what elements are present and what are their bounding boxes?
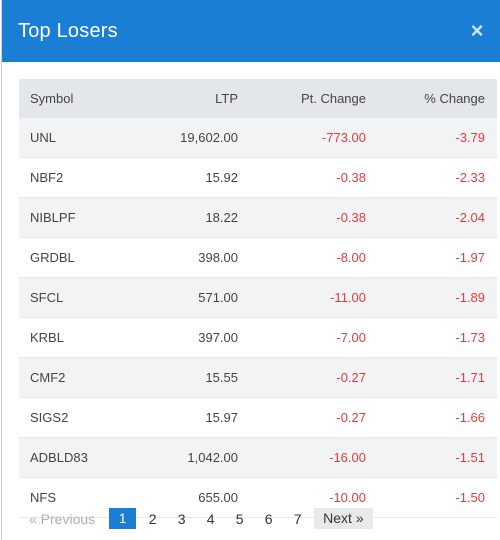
page-3-button[interactable]: 3 — [177, 510, 186, 527]
cell-pt-change: -16.00 — [238, 437, 366, 478]
cell-pt-change: -0.38 — [238, 157, 366, 198]
cell-symbol: UNL — [19, 118, 140, 158]
cell-pct-change: -3.79 — [366, 118, 497, 158]
table-row[interactable]: NIBLPF 18.22 -0.38 -2.04 — [19, 197, 497, 238]
cell-ltp: 1,042.00 — [140, 437, 238, 478]
cell-ltp: 15.92 — [140, 157, 238, 198]
page-5-button[interactable]: 5 — [235, 510, 244, 527]
cell-pct-change: -1.50 — [366, 477, 497, 518]
cell-ltp: 15.97 — [140, 397, 238, 438]
cell-symbol: SFCL — [19, 277, 140, 318]
cell-symbol: KRBL — [19, 317, 140, 358]
cell-ltp: 571.00 — [140, 277, 238, 318]
cell-ltp: 397.00 — [140, 317, 238, 358]
cell-symbol: NBF2 — [19, 157, 140, 198]
cell-pct-change: -1.97 — [366, 237, 497, 278]
cell-pct-change: -1.73 — [366, 317, 497, 358]
column-header-symbol[interactable]: Symbol — [30, 91, 74, 106]
table-row[interactable]: CMF2 15.55 -0.27 -1.71 — [19, 357, 497, 398]
losers-table: Symbol LTP Pt. Change % Change UNL 19,60… — [19, 79, 497, 518]
cell-pct-change: -1.66 — [366, 397, 497, 438]
table-row[interactable]: GRDBL 398.00 -8.00 -1.97 — [19, 237, 497, 278]
cell-pt-change: -8.00 — [238, 237, 366, 278]
cell-symbol: NIBLPF — [19, 197, 140, 238]
cell-symbol: SIGS2 — [19, 397, 140, 438]
page-1-button[interactable]: 1 — [109, 508, 137, 529]
modal-title: Top Losers — [18, 19, 118, 42]
page-4-button[interactable]: 4 — [206, 510, 215, 527]
previous-page-button[interactable]: « Previous — [29, 510, 96, 527]
pagination: « Previous 1 2 3 4 5 6 7 Next » — [29, 508, 373, 529]
cell-pt-change: -773.00 — [238, 118, 366, 158]
close-icon[interactable]: × — [470, 18, 484, 43]
page-2-button[interactable]: 2 — [148, 510, 157, 527]
cell-pct-change: -2.04 — [366, 197, 497, 238]
page-7-button[interactable]: 7 — [293, 510, 302, 527]
cell-symbol: ADBLD83 — [19, 437, 140, 478]
cell-ltp: 15.55 — [140, 357, 238, 398]
cell-pct-change: -1.89 — [366, 277, 497, 318]
table-row[interactable]: NBF2 15.92 -0.38 -2.33 — [19, 157, 497, 198]
cell-pt-change: -11.00 — [238, 277, 366, 318]
cell-pt-change: -0.27 — [238, 357, 366, 398]
cell-pct-change: -1.71 — [366, 357, 497, 398]
table-row[interactable]: ADBLD83 1,042.00 -16.00 -1.51 — [19, 437, 497, 478]
cell-pt-change: -0.27 — [238, 397, 366, 438]
table-row[interactable]: UNL 19,602.00 -773.00 -3.79 — [19, 118, 497, 158]
cell-pct-change: -2.33 — [366, 157, 497, 198]
column-header-pct-change[interactable]: % Change — [424, 91, 485, 106]
page-6-button[interactable]: 6 — [264, 510, 273, 527]
table-row[interactable]: KRBL 397.00 -7.00 -1.73 — [19, 317, 497, 358]
column-header-ltp[interactable]: LTP — [215, 91, 238, 106]
cell-pt-change: -7.00 — [238, 317, 366, 358]
table-header-row: Symbol LTP Pt. Change % Change — [19, 79, 497, 118]
table-row[interactable]: SFCL 571.00 -11.00 -1.89 — [19, 277, 497, 318]
column-header-pt-change[interactable]: Pt. Change — [300, 91, 366, 106]
cell-symbol: CMF2 — [19, 357, 140, 398]
table-row[interactable]: NFS 655.00 -10.00 -1.50 — [19, 477, 497, 518]
next-page-button[interactable]: Next » — [314, 508, 373, 529]
cell-symbol: GRDBL — [19, 237, 140, 278]
cell-pct-change: -1.51 — [366, 437, 497, 478]
losers-table-container: Symbol LTP Pt. Change % Change UNL 19,60… — [19, 79, 497, 518]
table-row[interactable]: SIGS2 15.97 -0.27 -1.66 — [19, 397, 497, 438]
cell-ltp: 398.00 — [140, 237, 238, 278]
modal-header: Top Losers × — [2, 0, 500, 62]
cell-ltp: 18.22 — [140, 197, 238, 238]
cell-pt-change: -0.38 — [238, 197, 366, 238]
cell-ltp: 655.00 — [140, 477, 238, 518]
cell-ltp: 19,602.00 — [140, 118, 238, 158]
